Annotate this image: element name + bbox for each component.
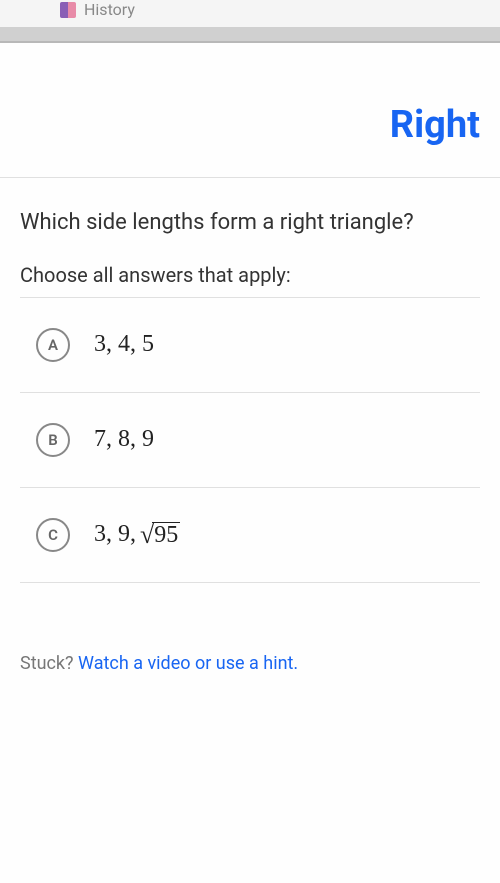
title-section: Right (0, 43, 500, 178)
content-wrapper: Right Which side lengths form a right tr… (0, 43, 500, 883)
history-label[interactable]: History (84, 0, 135, 19)
hint-text: Stuck? Watch a video or use a hint. (20, 653, 480, 674)
option-text-c-prefix: 3, 9, (94, 521, 136, 548)
option-text-c: 3, 9, √ 95 (94, 521, 180, 548)
hint-prefix: Stuck? (20, 653, 78, 674)
option-letter-b: B (36, 423, 70, 457)
options-list: A 3, 4, 5 B 7, 8, 9 C 3, 9, √ 95 (20, 297, 480, 583)
option-row-b[interactable]: B 7, 8, 9 (20, 393, 480, 488)
option-letter-c: C (36, 518, 70, 552)
hint-link[interactable]: Watch a video or use a hint. (78, 653, 298, 674)
option-text-a: 3, 4, 5 (94, 331, 154, 358)
hint-section: Stuck? Watch a video or use a hint. (0, 603, 500, 694)
option-letter-a: A (36, 328, 70, 362)
page-title: Right (20, 103, 480, 147)
question-section: Which side lengths form a right triangle… (0, 178, 500, 603)
question-instruction: Choose all answers that apply: (20, 263, 480, 287)
option-text-b: 7, 8, 9 (94, 426, 154, 453)
option-row-a[interactable]: A 3, 4, 5 (20, 298, 480, 393)
top-nav-bar: History (0, 0, 500, 27)
history-icon (60, 2, 76, 18)
option-row-c[interactable]: C 3, 9, √ 95 (20, 488, 480, 583)
sqrt-expression: √ 95 (140, 522, 180, 548)
question-prompt: Which side lengths form a right triangle… (20, 208, 480, 239)
header-divider (0, 27, 500, 43)
sqrt-value: 95 (152, 522, 180, 547)
